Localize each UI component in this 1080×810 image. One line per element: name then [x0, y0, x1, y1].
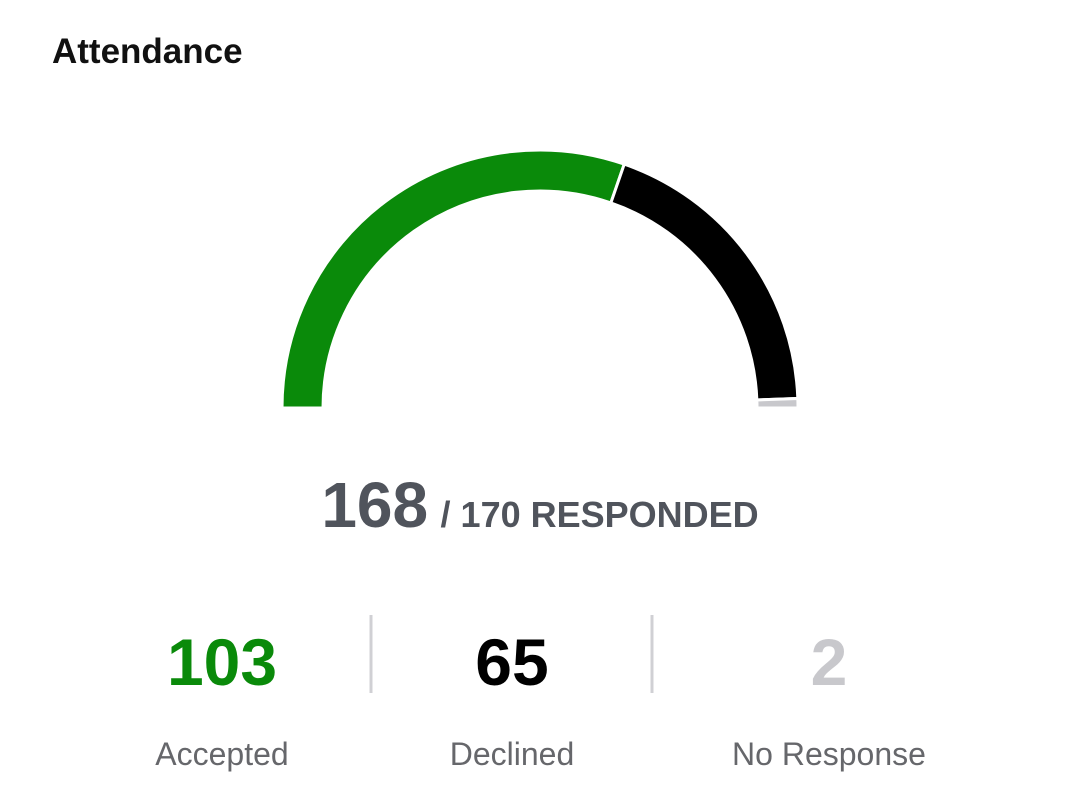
gauge-segment	[755, 396, 800, 410]
stat-value: 103	[167, 625, 277, 699]
summary: 168 / 170 RESPONDED	[321, 469, 758, 541]
stat-label: No Response	[732, 736, 926, 772]
stat-label: Accepted	[155, 736, 288, 772]
gauge	[280, 148, 800, 410]
stats: 103 Accepted 65 Declined 2 No Response	[155, 625, 926, 772]
stat-value: 2	[811, 625, 848, 699]
total-text: / 170 RESPONDED	[441, 494, 759, 535]
responded-count: 168	[321, 469, 428, 541]
title: Attendance	[52, 32, 243, 71]
stat-value: 65	[475, 625, 548, 699]
stat-label: Declined	[450, 736, 575, 772]
